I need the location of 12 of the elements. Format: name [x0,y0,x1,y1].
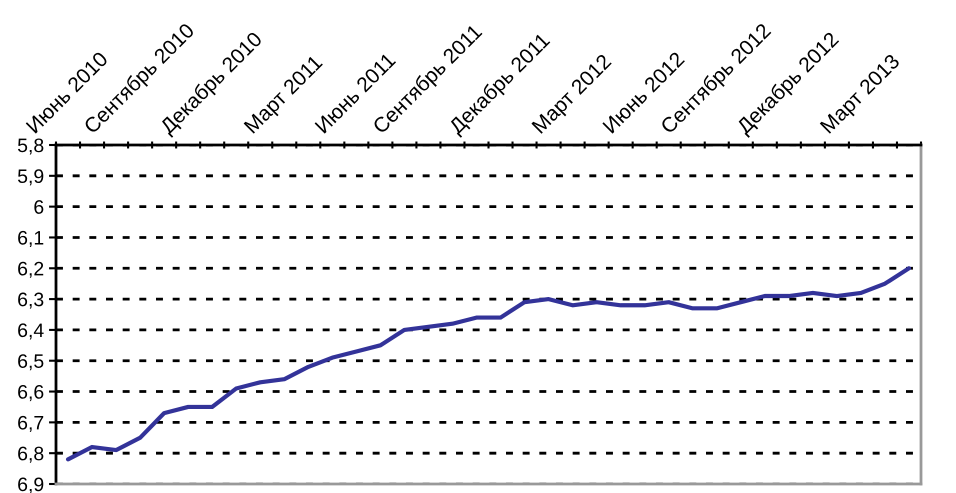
y-tick-label: 5,8 [18,138,44,155]
line-series [66,266,912,462]
y-tick-label: 6 [34,200,44,214]
y-tick-label: 6,5 [18,354,44,370]
y-tick-label: 5,9 [18,169,44,186]
y-tick-label: 6,4 [18,323,44,340]
y-tick-label: 6,6 [18,385,44,402]
y-tick-label: 6,3 [18,292,44,309]
y-tick-label: 6,2 [18,262,44,278]
y-tick-label: 6,1 [18,230,44,247]
y-tick-label: 6,7 [18,416,44,432]
y-tick-label: 6,8 [18,446,44,463]
